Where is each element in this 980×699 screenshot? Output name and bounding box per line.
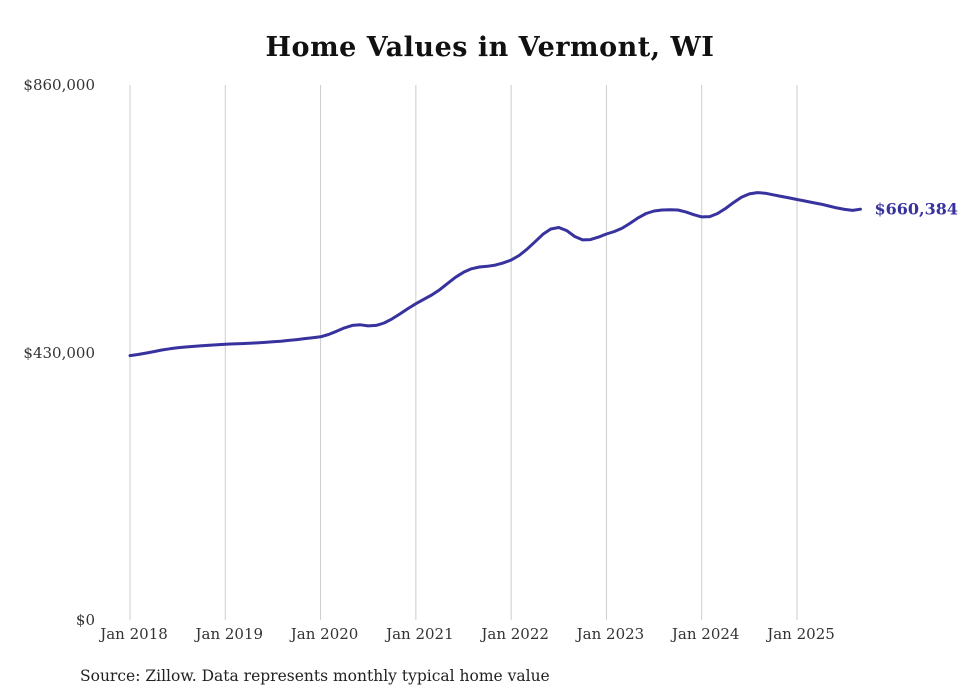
- x-tick-label: Jan 2019: [195, 625, 264, 643]
- x-tick-label: Jan 2025: [767, 625, 835, 643]
- y-tick-label: $860,000: [23, 76, 95, 94]
- source-note: Source: Zillow. Data represents monthly …: [80, 667, 550, 685]
- y-tick-label: $430,000: [23, 343, 95, 362]
- current-value-label: $660,384: [874, 199, 959, 219]
- chart-title: Home Values in Vermont, WI: [265, 32, 715, 63]
- y-tick-label: $0: [75, 611, 95, 629]
- x-tick-label: Jan 2021: [386, 625, 454, 643]
- x-tick-label: Jan 2020: [290, 625, 359, 643]
- x-tick-label: Jan 2023: [576, 625, 645, 643]
- x-tick-label: Jan 2022: [481, 625, 549, 643]
- home-value-line: [128, 191, 862, 358]
- x-tick-label: Jan 2018: [100, 625, 168, 643]
- x-tick-label: Jan 2024: [671, 625, 740, 643]
